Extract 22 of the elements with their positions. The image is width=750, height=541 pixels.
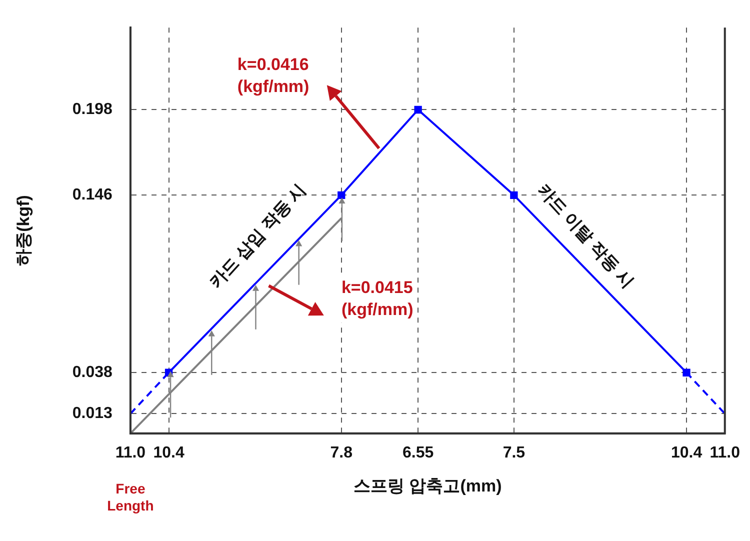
x-tick-label: 7.8 [330, 444, 353, 462]
point [510, 191, 518, 200]
x-tick-label: 11.0 [115, 444, 146, 462]
x-tick-label: 7.5 [502, 444, 526, 462]
point [338, 191, 346, 200]
x-tick-label: 6.55 [402, 444, 434, 462]
annotation: 카드 이탈 작동 시 [534, 180, 638, 292]
x-axis-title: 스프링 압축고(mm) [354, 476, 502, 496]
x-tick-label: 11.0 [710, 444, 740, 462]
y-axis-title: 하중(kgf) [14, 195, 33, 266]
y-tick-label: 0.146 [72, 186, 113, 204]
point [682, 368, 690, 376]
annotation: 카드 삽입 작동 시 [206, 180, 310, 292]
y-tick-label: 0.013 [72, 405, 113, 422]
point [414, 106, 422, 114]
annotation: k=0.0415 (kgf/mm) [341, 278, 414, 320]
x-tick-label: 10.4 [153, 444, 184, 462]
y-tick-label: 0.038 [72, 364, 113, 382]
text: Free Length [107, 480, 154, 514]
y-tick-label: 0.198 [72, 101, 113, 118]
x-tick-label: 10.4 [670, 444, 702, 462]
annotation: k=0.0416 (kgf/mm) [237, 54, 310, 96]
